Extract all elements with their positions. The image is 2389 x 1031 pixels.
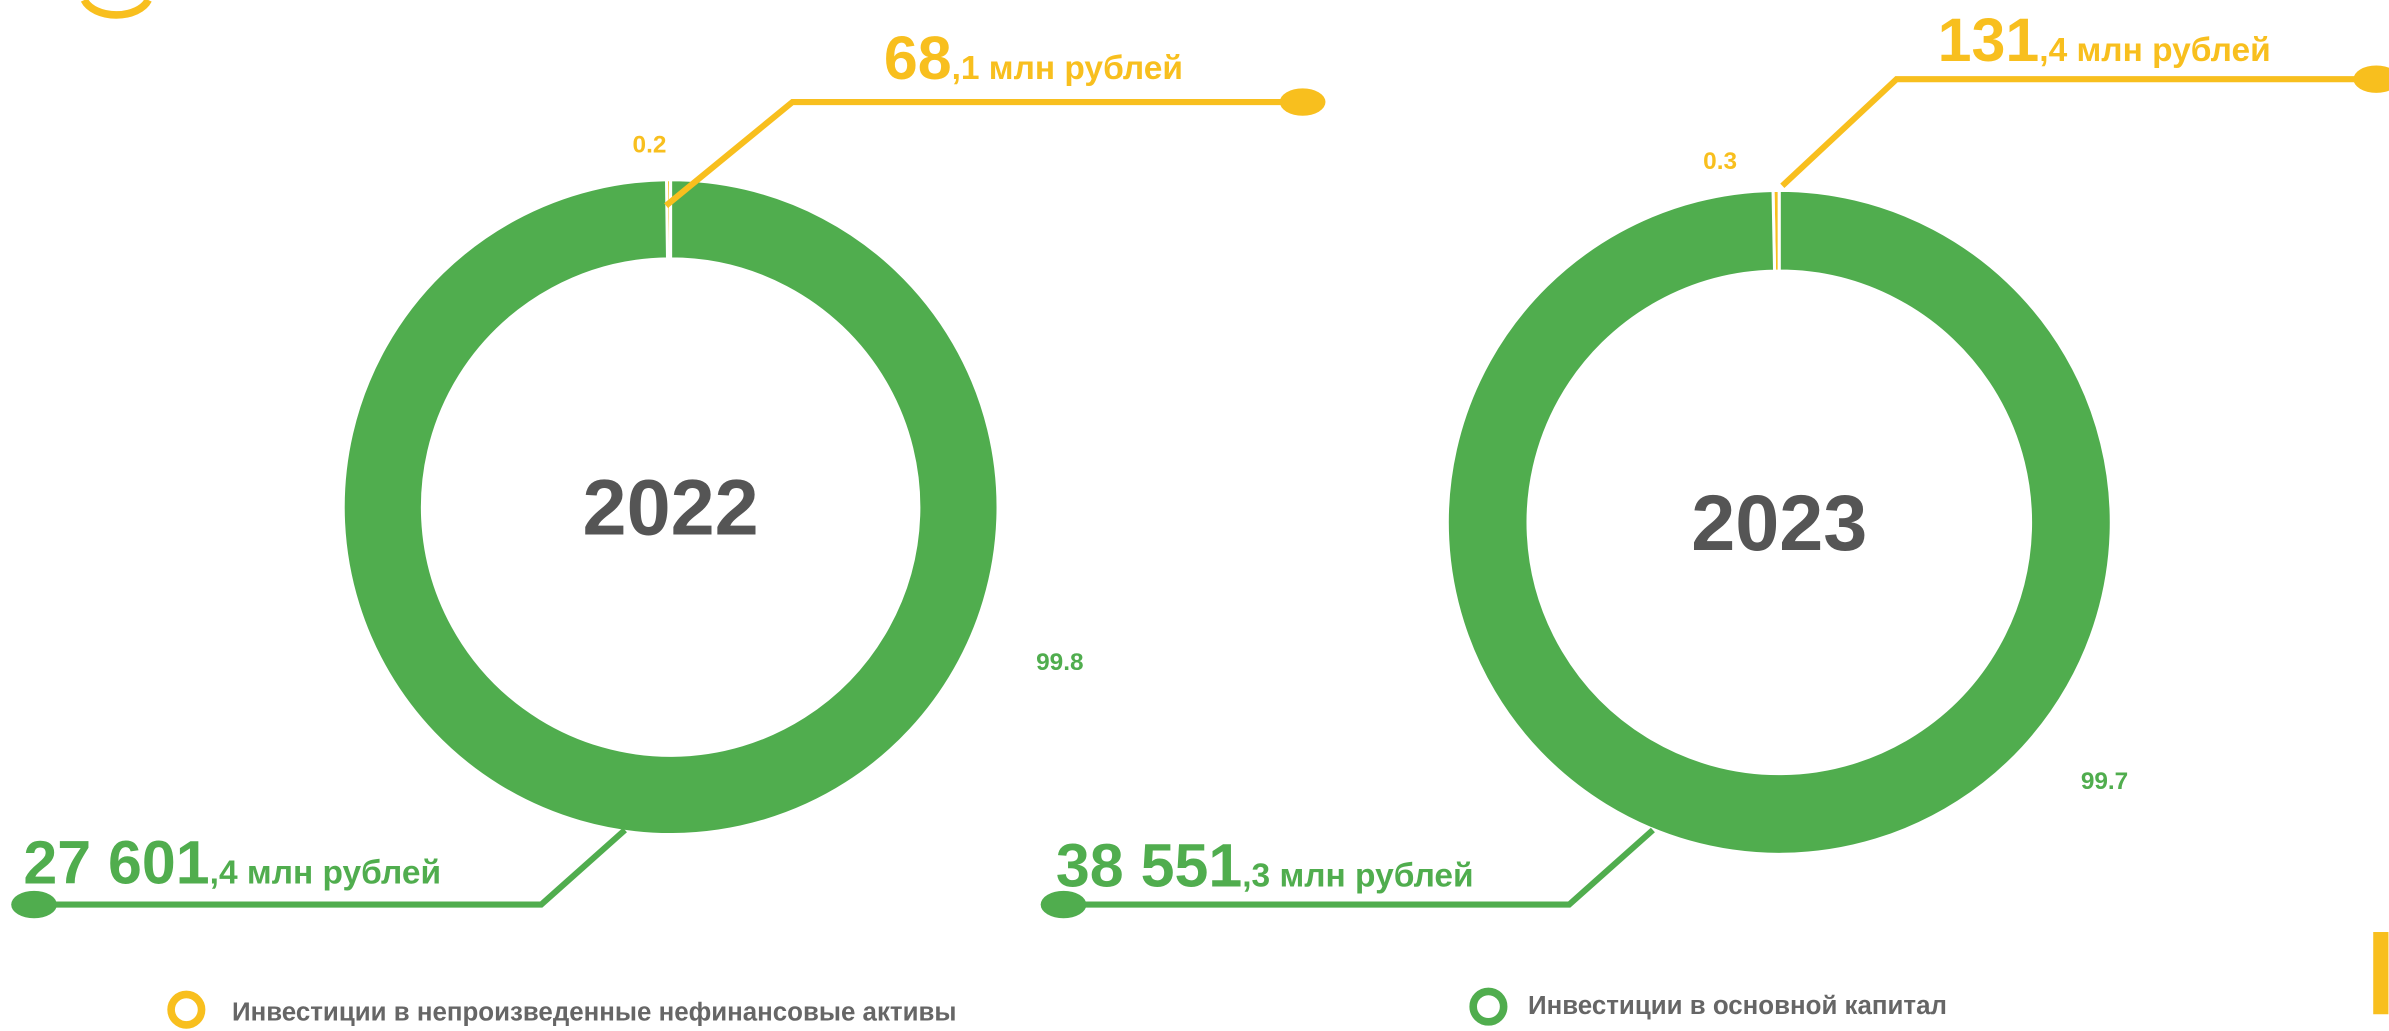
callout-line <box>1780 76 2377 189</box>
decoration <box>80 0 152 19</box>
value-label: 99.8 <box>1036 649 1083 676</box>
callout-part: ,3 млн рублей <box>1242 857 1473 894</box>
center-label: 2023 <box>1691 478 1867 567</box>
legend-marker <box>1469 987 1508 1026</box>
callout-dot <box>2353 65 2389 93</box>
callout-text: 131,4 млн рублей <box>1938 6 2271 74</box>
decoration <box>2373 932 2389 1015</box>
legend-label: Инвестиции в основной капитал <box>1528 992 1947 1020</box>
callout-part: ,4 млн рублей <box>2039 32 2270 69</box>
legend-label: Инвестиции в непроизведенные нефинансовы… <box>232 998 956 1026</box>
callout-part: ,1 млн рублей <box>952 50 1183 87</box>
donut-slice <box>341 178 1000 837</box>
callout-part: ,4 млн рублей <box>210 854 441 891</box>
callout-line <box>664 98 1303 208</box>
callout-part: 27 601 <box>23 828 209 896</box>
callout-text: 68,1 млн рублей <box>884 24 1183 92</box>
callout-part: 38 551 <box>1056 831 1242 899</box>
value-label: 99.7 <box>2081 768 2128 795</box>
legend-marker <box>167 990 206 1029</box>
center-label: 2022 <box>583 463 759 552</box>
callout-dot <box>11 890 57 919</box>
callout-part: 131 <box>1938 6 2040 74</box>
callout-line <box>34 827 627 908</box>
callout-line <box>1063 827 1655 908</box>
callout-text: 38 551,3 млн рублей <box>1056 831 1474 899</box>
value-label: 0.3 <box>1703 148 1737 175</box>
callout-dot <box>1279 88 1326 116</box>
callout-text: 27 601,4 млн рублей <box>23 828 441 896</box>
callout-dot <box>1040 890 1087 919</box>
donut-slice <box>1445 188 2113 856</box>
callout-part: 68 <box>884 24 952 92</box>
value-label: 0.2 <box>633 131 667 158</box>
